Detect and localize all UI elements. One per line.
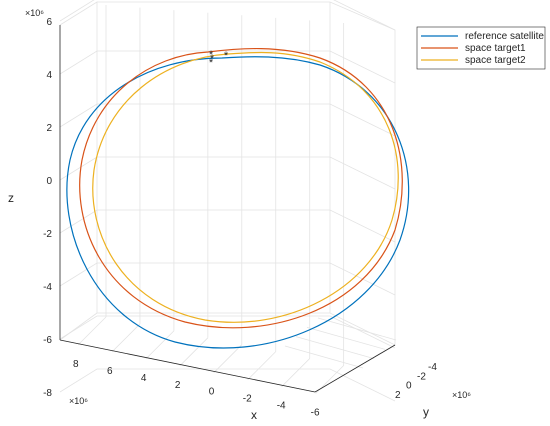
z-gridline	[59, 103, 396, 137]
y-floor-gridline	[317, 317, 397, 341]
z-gridline	[59, 156, 396, 190]
z-tick-label: -2	[43, 229, 52, 240]
legend-label: space target1	[465, 43, 526, 54]
x-floor-gridline	[77, 316, 107, 346]
orbit-line-2	[79, 47, 403, 329]
y-tick-label: 0	[406, 381, 412, 392]
z-exponent-label: ×10⁶	[25, 8, 44, 18]
y-axis-label: y	[423, 405, 429, 419]
z-tick-label: -8	[43, 388, 52, 399]
x-tick-label: 2	[175, 380, 181, 391]
z-tick-labels: 6 4 2 0 -2 -4 -6 -8	[43, 17, 52, 399]
x-tick-label: 6	[107, 366, 113, 377]
star-marker: *	[210, 53, 215, 65]
z-tick-label: -6	[43, 335, 52, 346]
z-gridline	[59, 368, 396, 402]
star-marker: *	[209, 57, 214, 69]
left-back-wall	[59, 1, 98, 341]
z-gridline	[59, 315, 396, 349]
x-floor-gridline	[213, 344, 243, 373]
marker-group: * ***	[209, 49, 229, 69]
y-exponent-label: ×10⁶	[452, 390, 471, 400]
z-gridline	[59, 0, 396, 31]
orbit-line-1	[66, 56, 410, 349]
legend-label: space target2	[465, 55, 526, 66]
x-floor-gridline	[281, 358, 310, 387]
axes-lines	[59, 25, 396, 393]
z-tick-label: 2	[46, 123, 52, 134]
y-floor-gridline	[306, 326, 386, 350]
y-tick-label: -2	[417, 371, 426, 382]
orbit-line-3	[92, 51, 399, 323]
y-floor-gridline	[284, 345, 364, 369]
x-tick-labels: 8 6 4 2 0 -2 -4 -6	[73, 359, 320, 419]
z-tick-label: 6	[46, 17, 52, 28]
x-floor-gridline	[247, 351, 277, 380]
y-tick-label: -4	[428, 362, 437, 373]
y-floor-gridline	[295, 336, 375, 360]
z-axis-label: z	[8, 191, 14, 205]
x-floor-gridline	[179, 337, 209, 367]
z-gridline	[59, 209, 396, 243]
z-tick-label: -4	[43, 282, 52, 293]
x-tick-label: 8	[73, 359, 79, 370]
x-tick-label: -6	[311, 408, 320, 419]
x-floor-gridline	[145, 330, 175, 360]
z-gridline	[59, 262, 396, 296]
x-floor-gridline	[111, 323, 141, 353]
x-exponent-label: ×10⁶	[69, 396, 88, 406]
x-axis-line	[59, 339, 316, 393]
x-tick-label: -4	[277, 401, 286, 412]
y-tick-labels: -4-2 02	[395, 362, 437, 401]
star-marker: *	[209, 49, 214, 61]
y-axis-line	[314, 344, 396, 393]
z-tick-label: 4	[46, 70, 52, 81]
z-tick-label: 0	[46, 176, 52, 187]
orbit-lines	[66, 47, 410, 349]
star-marker: *	[224, 50, 229, 62]
legend-label: reference satellite	[465, 31, 544, 42]
vertical-gridlines	[77, 5, 397, 394]
y-tick-label: 2	[395, 390, 401, 401]
x-axis-label: x	[251, 408, 257, 422]
x-tick-label: 4	[141, 373, 147, 384]
x-tick-label: 0	[209, 387, 215, 398]
x-tick-label: -2	[243, 394, 252, 405]
